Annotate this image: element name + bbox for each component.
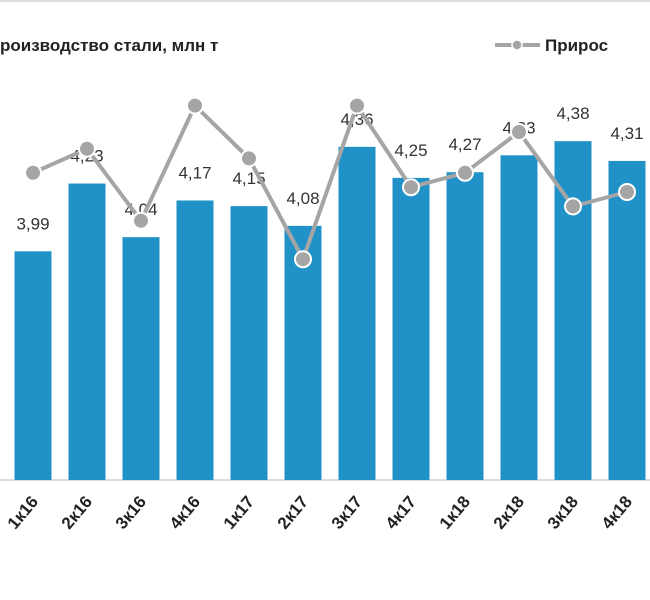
bar (392, 177, 430, 480)
line-point (24, 163, 42, 182)
line-point (186, 96, 204, 115)
line-point (78, 139, 96, 158)
bar (122, 237, 160, 480)
value-label: 4,31 (610, 124, 643, 143)
legend-marker (511, 39, 523, 51)
line-point (402, 178, 420, 197)
bar (338, 146, 376, 480)
line-point (348, 96, 366, 115)
bar (446, 172, 484, 480)
line-point (510, 123, 528, 141)
value-label: 4,17 (178, 163, 211, 182)
legend-label: роизводство стали, млн т (0, 36, 218, 55)
value-label: 3,99 (16, 214, 49, 233)
bar (284, 225, 322, 480)
bar (500, 155, 538, 480)
value-label: 4,25 (394, 141, 427, 160)
bar (176, 200, 214, 480)
legend-label: Прирос (545, 36, 608, 55)
value-label: 4,38 (556, 104, 589, 123)
value-label: 4,27 (448, 135, 481, 154)
bar (554, 141, 592, 481)
line-point (294, 250, 312, 269)
line-point (618, 183, 636, 201)
bar (68, 183, 106, 480)
line-point (240, 149, 258, 168)
line-point (132, 211, 150, 230)
bar (230, 206, 268, 480)
line (32, 101, 628, 265)
bar (608, 160, 646, 481)
line-point (456, 163, 474, 182)
line-point (564, 197, 582, 216)
bar (14, 251, 52, 480)
value-label: 4,08 (286, 189, 319, 208)
